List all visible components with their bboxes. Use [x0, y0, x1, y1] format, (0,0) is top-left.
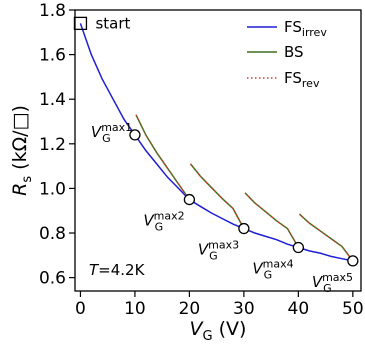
vgmax-label-main: V	[312, 273, 324, 291]
y-axis-label-group: Rs (kΩ/□)	[9, 105, 35, 196]
vgmax-label: Vmax1 G	[91, 121, 132, 145]
vgmax-label-sub: G	[102, 132, 111, 145]
start-marker	[73, 16, 88, 31]
temperature-label-prefix: T	[89, 261, 100, 279]
vgmax-marker	[238, 222, 250, 235]
plot-frame	[74, 9, 362, 292]
series-fs-irrev-line-1	[79, 23, 353, 262]
legend-entry-3: FSrev	[284, 69, 320, 90]
vgmax-label: Vmax4 G	[252, 258, 293, 282]
temperature-label: T=4.2K	[89, 261, 146, 279]
x-tick-label: 10	[124, 299, 146, 319]
legend-entry-name: FS	[284, 18, 302, 36]
vgmax-label-sup: max3	[208, 239, 239, 252]
vgmax-label-main: V	[252, 260, 264, 278]
x-tick-label: 20	[179, 299, 201, 319]
x-axis-label: VG (V)	[190, 318, 247, 344]
y-axis-label-main: R	[9, 183, 31, 196]
vgmax-label-sub: G	[209, 250, 218, 263]
vgmax-marker	[183, 193, 196, 206]
vgmax-label-sub: G	[264, 269, 273, 282]
y-tick-label: 1.8	[39, 1, 66, 21]
vgmax-label-main: V	[143, 212, 155, 230]
series-fs-rev-line-2	[189, 163, 245, 229]
vgmax-label: Vmax2 G	[143, 210, 184, 234]
x-tick-label: 50	[342, 299, 364, 319]
y-tick-label: 0.8	[39, 224, 66, 244]
y-axis-label: Rs (kΩ/□)	[9, 105, 35, 196]
series-bs-line-3	[244, 192, 300, 248]
vgmax-marker	[347, 255, 359, 267]
vgmax-label-sup: max4	[263, 258, 294, 271]
y-tick-label: 0.6	[39, 269, 66, 289]
legend-entry-name: FS	[284, 69, 302, 87]
vgmax-label-sub: G	[323, 282, 332, 295]
y-axis-label-sub: s	[20, 176, 35, 183]
legend-entry-sub: rev	[302, 77, 320, 90]
x-axis-label-main: V	[190, 318, 205, 340]
legend-entry-2: BS	[284, 43, 304, 61]
legend-entry-name: BS	[284, 43, 304, 61]
y-tick-label: 1.6	[39, 46, 66, 66]
vgmax-label-main: V	[91, 123, 103, 141]
vgmax-label: Vmax3 G	[198, 239, 239, 263]
vgmax-label: Vmax5 G	[312, 271, 353, 295]
legend-entry-sub: irrev	[302, 26, 327, 39]
x-tick-label: 0	[75, 299, 86, 319]
y-tick-label: 1.4	[39, 90, 66, 110]
vgmax-label-sup: max2	[154, 210, 185, 223]
y-axis-label-unit: (kΩ/□)	[9, 105, 31, 176]
x-axis-label-unit: (V)	[213, 318, 247, 340]
x-tick-label: 30	[233, 299, 255, 319]
vgmax-label-sup: max5	[322, 271, 353, 284]
legend-entry-1: FSirrev	[284, 18, 327, 39]
vgmax-label-main: V	[198, 241, 210, 259]
vgmax-marker	[292, 241, 305, 254]
y-tick-label: 1.0	[39, 179, 66, 199]
vgmax-label-sub: G	[155, 221, 164, 234]
series-fs-rev-line-1	[135, 114, 190, 200]
series-bs-line-1	[135, 114, 191, 201]
axes: 0 10 20 30 40 500.60.81.01.21.41.61.8VG (V)Rs…	[9, 1, 364, 344]
series-bs-line-4	[298, 213, 354, 262]
y-tick-label: 1.2	[39, 135, 66, 155]
series-fs-rev-line-4	[298, 213, 354, 262]
x-axis-label-sub: G	[203, 329, 213, 344]
x-tick-label: 40	[288, 299, 310, 319]
temperature-label-text: =4.2K	[98, 261, 145, 279]
vgmax-label-sup: max1	[101, 121, 132, 134]
start-label: start	[95, 14, 130, 32]
vgmax-marker	[129, 129, 141, 141]
